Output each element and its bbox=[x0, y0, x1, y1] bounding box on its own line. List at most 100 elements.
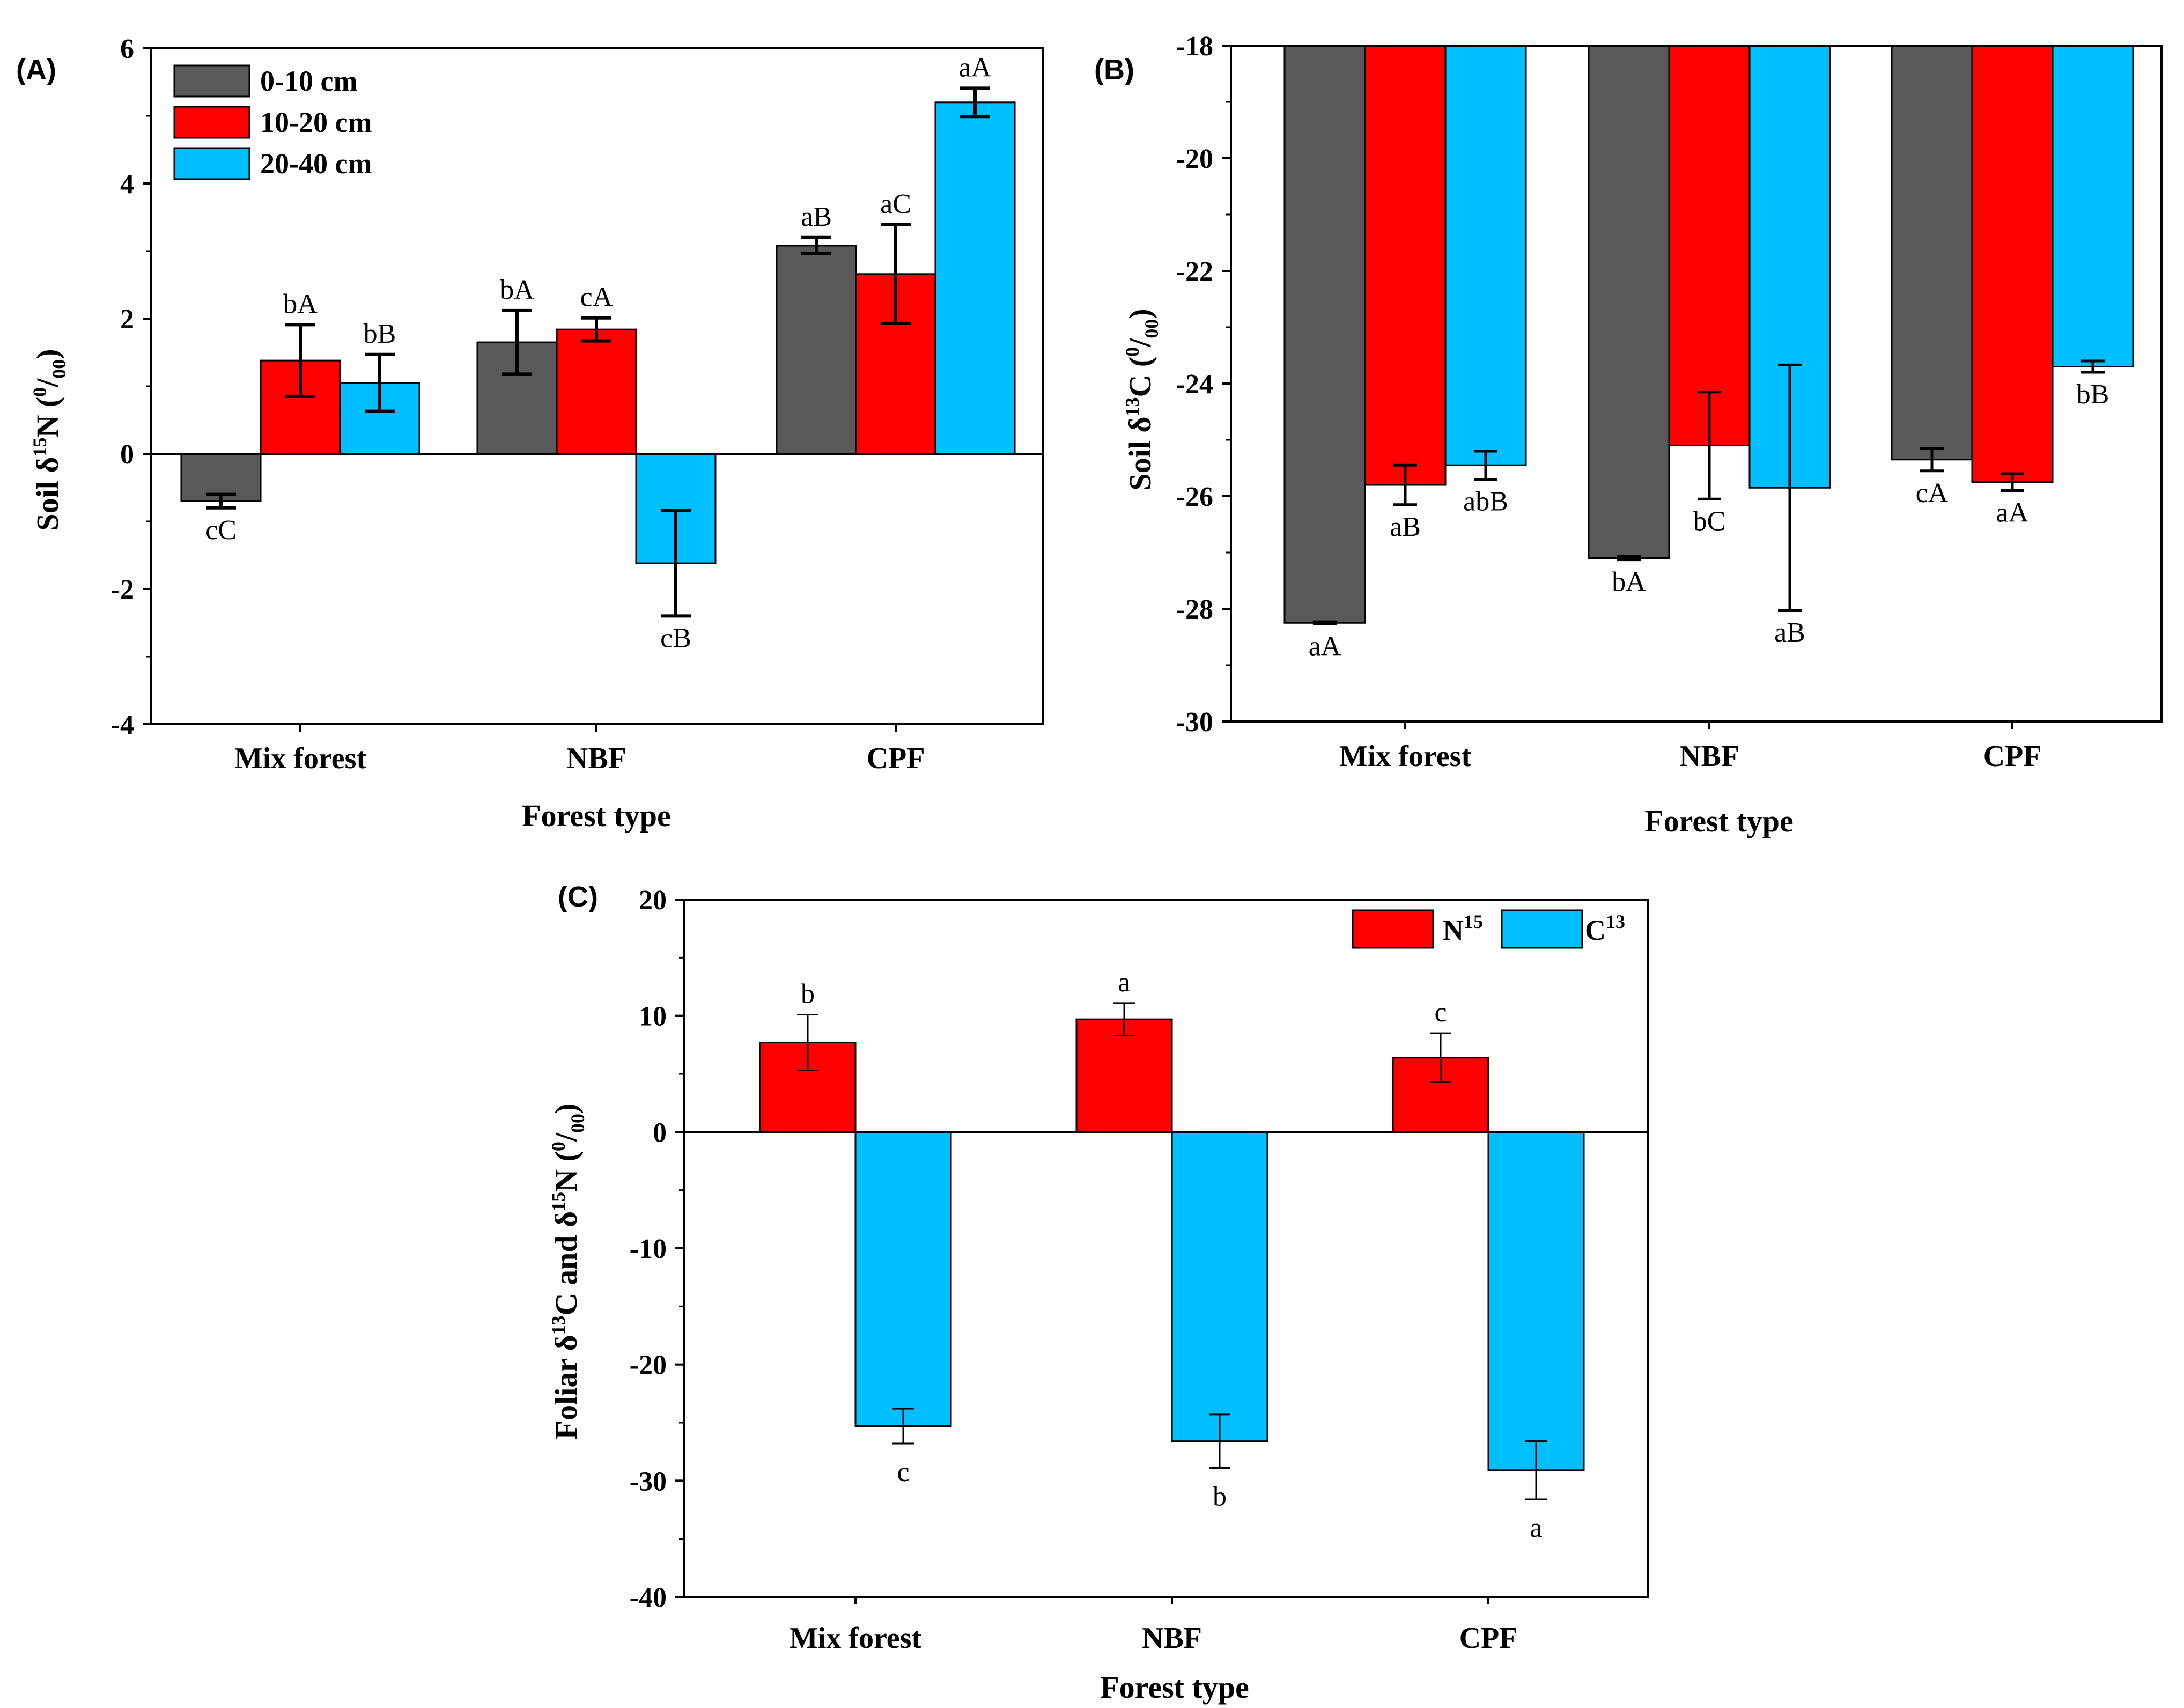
panel-b-bar-cpf-10-20-cm bbox=[1971, 45, 2054, 483]
panel-a-errorbar-nbf-0-10-cm bbox=[502, 308, 532, 376]
panel-a-errorbar-cpf-0-10-cm bbox=[801, 235, 831, 256]
legend-label-0-10-cm: 0-10 cm bbox=[260, 65, 357, 97]
panel-a-sig-label-mix-forest-0-10-cm: cC bbox=[205, 515, 237, 546]
panel-b-ytick-label: -18 bbox=[1176, 31, 1213, 62]
panel-c-bar-mix-forest-c13 bbox=[854, 1131, 952, 1427]
panel-c-ytick-label: -30 bbox=[630, 1466, 667, 1497]
panel-b-ytick-label: -28 bbox=[1176, 594, 1213, 625]
panel-c-sig-label-cpf-n15: c bbox=[1434, 997, 1447, 1028]
panel-a-ytick-label: 2 bbox=[120, 304, 134, 335]
panel-c-sig-label-mix-forest-n15: b bbox=[801, 979, 815, 1010]
panel-b-sig-label-cpf-10-20-cm: aA bbox=[1996, 498, 2029, 528]
panel-c-category-label-nbf: NBF bbox=[1142, 1622, 1202, 1655]
panel-b-category-label-nbf: NBF bbox=[1679, 740, 1739, 773]
legend-label-20-40-cm: 20-40 cm bbox=[260, 148, 372, 180]
panel-a-ytick-label: 0 bbox=[120, 439, 134, 470]
panel-c-errorbar-mix-forest-c13 bbox=[892, 1408, 914, 1445]
panel-b-sig-label-cpf-20-40-cm: bB bbox=[2077, 379, 2109, 410]
panel-b-errorbar-nbf-0-10-cm bbox=[1617, 555, 1641, 562]
legend-swatch-n15 bbox=[1352, 909, 1434, 949]
panel-a-category-label-mix-forest: Mix forest bbox=[234, 742, 367, 775]
panel-b-errorbar-cpf-0-10-cm bbox=[1920, 447, 1944, 473]
panel-b-errorbar-mix-forest-10-20-cm bbox=[1393, 463, 1417, 506]
legend-swatch-10-20-cm bbox=[173, 106, 250, 139]
panel-c-errorbar-cpf-n15 bbox=[1430, 1032, 1451, 1083]
panel-a-sig-label-nbf-20-40-cm: cB bbox=[660, 623, 691, 653]
panel-b-ytick-label: -20 bbox=[1176, 144, 1213, 174]
panel-b-category-label-mix-forest: Mix forest bbox=[1339, 740, 1472, 773]
panel-a-errorbar-mix-forest-0-10-cm bbox=[206, 492, 236, 510]
legend-swatch-c13 bbox=[1501, 909, 1583, 949]
panel-a-category-label-nbf: NBF bbox=[566, 742, 626, 775]
panel-b-sig-label-mix-forest-20-40-cm: abB bbox=[1463, 487, 1508, 517]
panel-a-x-axis-title: Forest type bbox=[522, 798, 671, 833]
panel-b-sig-label-nbf-0-10-cm: bA bbox=[1612, 567, 1646, 598]
panel-c-category-label-mix-forest: Mix forest bbox=[790, 1622, 922, 1655]
panel-b-bar-mix-forest-20-40-cm bbox=[1444, 45, 1527, 466]
panel-a-sig-label-cpf-20-40-cm: aA bbox=[959, 52, 992, 83]
panel-c-ytick-label: -10 bbox=[630, 1234, 667, 1264]
panel-c: (C) b a c c b a -40 -30 -20 -10 0 10 20 Mix forest NB… bbox=[548, 881, 1649, 1705]
panel-a-legend: 0-10 cm 10-20 cm 20-40 cm bbox=[173, 64, 372, 180]
panel-b-sig-label-cpf-0-10-cm: cA bbox=[1916, 478, 1949, 509]
panel-a-bar-nbf-10-20-cm bbox=[556, 328, 637, 455]
panel-a-errorbar-cpf-20-40-cm bbox=[960, 86, 990, 119]
panel-b-errorbar-nbf-20-40-cm bbox=[1778, 363, 1802, 612]
panel-a: (A) cC bA aB bA cA aC bB cB aA -4 -2 0 2 4 6 Mix fores… bbox=[16, 34, 1044, 833]
panel-c-label: (C) bbox=[558, 881, 598, 913]
panel-b-bar-mix-forest-0-10-cm bbox=[1283, 45, 1366, 624]
panel-c-sig-label-nbf-c13: b bbox=[1213, 1482, 1227, 1512]
panel-a-sig-label-mix-forest-10-20-cm: bA bbox=[283, 289, 318, 319]
panel-c-ytick-label: 0 bbox=[653, 1117, 667, 1148]
panel-a-ytick-label: -4 bbox=[111, 710, 134, 740]
panel-b-sig-label-nbf-10-20-cm: bC bbox=[1693, 506, 1726, 536]
legend-swatch-0-10-cm bbox=[173, 64, 250, 98]
panel-b-bar-mix-forest-10-20-cm bbox=[1364, 45, 1447, 486]
panel-c-ytick-label: -40 bbox=[630, 1582, 667, 1613]
panel-c-ytick-label: -20 bbox=[630, 1350, 667, 1381]
panel-a-errorbar-cpf-10-20-cm bbox=[881, 223, 911, 325]
panel-b-ytick-label: -30 bbox=[1176, 707, 1213, 738]
panel-c-errorbar-nbf-c13 bbox=[1209, 1413, 1230, 1469]
panel-b-bar-cpf-20-40-cm bbox=[2052, 45, 2134, 367]
panel-b-sig-label-mix-forest-0-10-cm: aA bbox=[1309, 631, 1341, 661]
panel-a-ytick-label: 4 bbox=[120, 169, 134, 200]
panel-b-bar-cpf-0-10-cm bbox=[1891, 45, 1973, 461]
panel-c-errorbar-mix-forest-n15 bbox=[797, 1014, 818, 1071]
panel-c-sig-label-cpf-c13: a bbox=[1530, 1513, 1542, 1543]
panel-c-y-axis-title: Foliar δ13C and δ15N (0/00) bbox=[548, 1103, 588, 1440]
panel-b-ytick-label: -24 bbox=[1176, 369, 1213, 400]
panel-c-legend: N15 C13 bbox=[1352, 909, 1625, 949]
legend-label-10-20-cm: 10-20 cm bbox=[260, 106, 372, 138]
panel-b-bar-nbf-10-20-cm bbox=[1668, 45, 1751, 446]
panel-b-errorbar-nbf-10-20-cm bbox=[1698, 391, 1721, 500]
panel-c-x-axis-title: Forest type bbox=[1100, 1670, 1249, 1705]
panel-b-bar-nbf-0-10-cm bbox=[1588, 45, 1670, 559]
panel-b-x-axis-title: Forest type bbox=[1644, 804, 1794, 838]
panel-a-ytick-label: 6 bbox=[120, 34, 134, 64]
panel-a-label: (A) bbox=[16, 54, 56, 86]
panel-c-bar-nbf-c13 bbox=[1171, 1131, 1268, 1442]
panel-a-errorbar-mix-forest-20-40-cm bbox=[365, 352, 395, 413]
panel-b-errorbar-mix-forest-20-40-cm bbox=[1474, 450, 1497, 481]
panel-a-sig-label-cpf-0-10-cm: aB bbox=[801, 202, 832, 232]
panel-c-ytick-label: 10 bbox=[639, 1002, 667, 1032]
legend-swatch-20-40-cm bbox=[173, 147, 250, 180]
legend-label-n15: N15 bbox=[1443, 911, 1483, 946]
panel-a-errorbar-nbf-20-40-cm bbox=[661, 509, 691, 618]
legend-label-c13: C13 bbox=[1585, 911, 1625, 946]
panel-b-ytick-label: -26 bbox=[1176, 482, 1213, 512]
panel-b-sig-label-nbf-20-40-cm: aB bbox=[1774, 617, 1805, 648]
panel-c-sig-label-nbf-n15: a bbox=[1118, 967, 1130, 998]
panel-c-ytick-label: 20 bbox=[639, 885, 667, 916]
panel-a-sig-label-mix-forest-20-40-cm: bB bbox=[364, 319, 396, 349]
panel-a-category-label-cpf: CPF bbox=[867, 742, 925, 775]
panel-b-errorbar-mix-forest-0-10-cm bbox=[1313, 620, 1337, 625]
panel-b-errorbar-cpf-10-20-cm bbox=[2001, 472, 2024, 492]
panel-a-bar-cpf-20-40-cm bbox=[934, 101, 1016, 455]
panel-c-sig-label-mix-forest-c13: c bbox=[897, 1457, 909, 1488]
panel-a-sig-label-nbf-0-10-cm: bA bbox=[500, 275, 534, 305]
panel-a-sig-label-nbf-10-20-cm: cA bbox=[580, 282, 613, 313]
panel-a-errorbar-mix-forest-10-20-cm bbox=[285, 323, 315, 398]
